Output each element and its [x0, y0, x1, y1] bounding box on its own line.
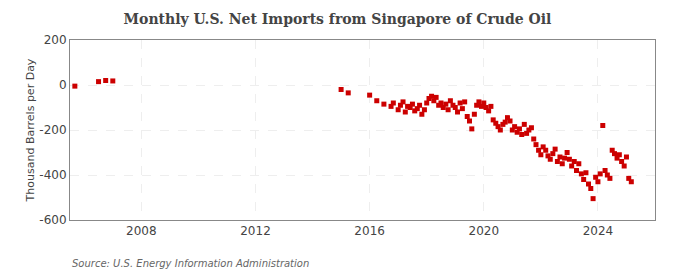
svg-text:0: 0 — [59, 78, 67, 92]
svg-text:2024: 2024 — [583, 224, 614, 238]
svg-text:Source: U.S. Energy Informatio: Source: U.S. Energy Information Administ… — [72, 258, 309, 269]
svg-text:Thousand Barrels per Day: Thousand Barrels per Day — [24, 58, 37, 202]
svg-text:2020: 2020 — [469, 224, 500, 238]
svg-text:2016: 2016 — [354, 224, 385, 238]
svg-text:-200: -200 — [39, 123, 66, 137]
svg-text:2008: 2008 — [126, 224, 157, 238]
svg-text:-400: -400 — [39, 168, 66, 182]
svg-text:200: 200 — [44, 33, 67, 47]
svg-text:-600: -600 — [39, 213, 66, 227]
svg-text:Monthly U.S. Net Imports from: Monthly U.S. Net Imports from Singapore … — [124, 11, 552, 27]
svg-text:2012: 2012 — [240, 224, 271, 238]
